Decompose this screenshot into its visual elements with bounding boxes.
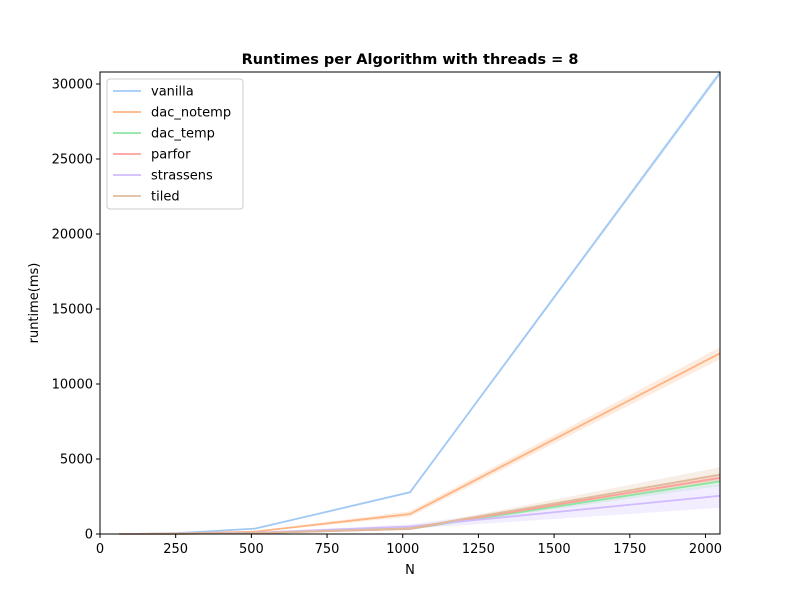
y-axis-label: runtime(ms) (27, 263, 42, 344)
x-tick-label: 1250 (462, 542, 495, 557)
x-axis-label: N (405, 563, 415, 578)
y-tick-label: 25000 (52, 153, 93, 168)
plot-frame (99, 71, 721, 535)
x-tick-label: 250 (163, 542, 188, 557)
x-tick-label: 750 (315, 542, 340, 557)
x-tick-label: 0 (96, 542, 104, 557)
legend-label-dac_notemp: dac_notemp (151, 106, 231, 121)
y-tick-label: 5000 (60, 453, 93, 468)
x-axis-ticks: 0 250 500 750 1000 1250 1500 1750 2000 (96, 534, 722, 557)
x-tick-label: 1500 (538, 542, 571, 557)
legend-label-strassens: strassens (151, 169, 213, 184)
legend-label-dac_temp: dac_temp (151, 127, 215, 142)
y-tick-label: 0 (85, 528, 93, 543)
y-tick-label: 10000 (52, 378, 93, 393)
y-axis-ticks: 0 5000 10000 15000 20000 25000 30000 (52, 78, 100, 543)
band-strassens (119, 483, 720, 534)
y-tick-label: 15000 (52, 303, 93, 318)
confidence-bands (119, 69, 720, 535)
y-tick-label: 20000 (52, 228, 93, 243)
x-tick-label: 500 (239, 542, 264, 557)
y-tick-label: 30000 (52, 78, 93, 93)
legend-label-tiled: tiled (151, 190, 180, 205)
legend-label-parfor: parfor (151, 148, 191, 163)
x-tick-label: 1000 (386, 542, 419, 557)
x-tick-label: 2000 (689, 542, 722, 557)
legend-label-vanilla: vanilla (151, 85, 194, 100)
x-tick-label: 1750 (613, 542, 646, 557)
chart-title: Runtimes per Algorithm with threads = 8 (242, 52, 579, 68)
